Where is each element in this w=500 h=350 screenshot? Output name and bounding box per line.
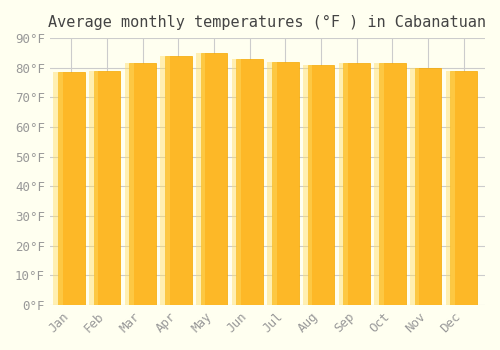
Bar	[129, 63, 156, 305]
Bar	[124, 63, 134, 305]
Bar	[410, 68, 419, 305]
Bar	[196, 53, 205, 305]
Bar	[53, 72, 62, 305]
Bar	[450, 71, 477, 305]
Bar	[58, 72, 84, 305]
Bar	[160, 56, 170, 305]
Bar	[308, 65, 334, 305]
Bar	[236, 59, 263, 305]
Bar	[446, 71, 455, 305]
Bar	[165, 56, 192, 305]
Bar	[379, 63, 406, 305]
Bar	[338, 63, 348, 305]
Bar	[272, 62, 298, 305]
Title: Average monthly temperatures (°F ) in Cabanatuan: Average monthly temperatures (°F ) in Ca…	[48, 15, 486, 30]
Bar	[89, 71, 98, 305]
Bar	[232, 59, 241, 305]
Bar	[374, 63, 384, 305]
Bar	[343, 63, 370, 305]
Bar	[303, 65, 312, 305]
Bar	[200, 53, 228, 305]
Bar	[267, 62, 276, 305]
Bar	[94, 71, 120, 305]
Bar	[414, 68, 442, 305]
